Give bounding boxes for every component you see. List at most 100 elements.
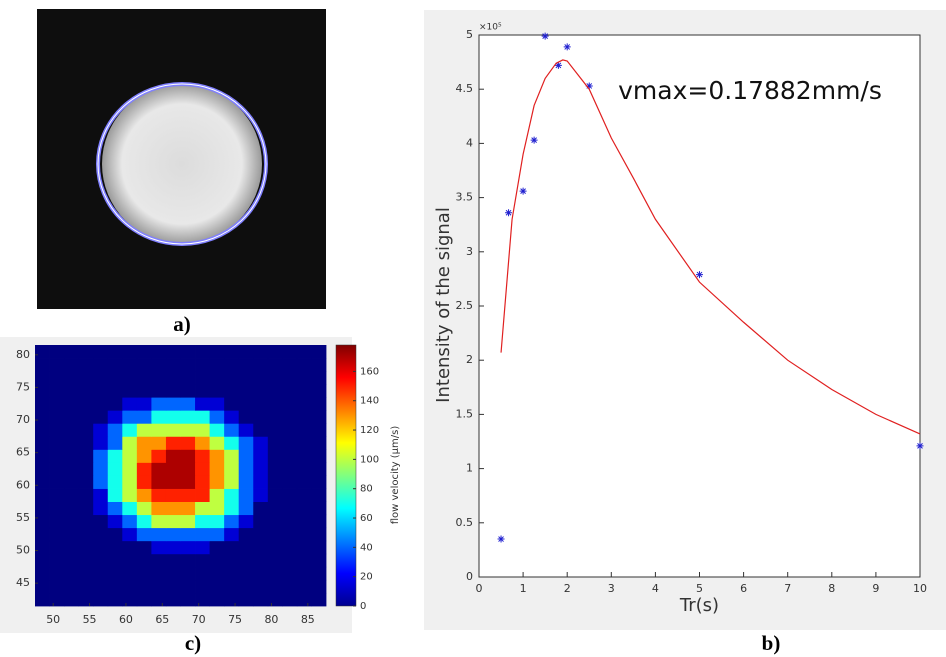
heat-cell [93, 592, 109, 607]
heat-cell [267, 436, 283, 450]
heat-cell [253, 384, 269, 398]
heat-cell [165, 475, 181, 489]
heat-cell [107, 488, 123, 502]
heat-cell [282, 410, 298, 424]
colorbar-label: flow velocity (μm/s) [390, 426, 401, 525]
heat-cell [253, 488, 269, 502]
heat-cell [224, 540, 240, 555]
heat-cell [107, 397, 123, 411]
data-point [554, 61, 562, 69]
heat-cell [151, 553, 167, 568]
heat-cell [224, 514, 240, 529]
heat-cell [49, 345, 65, 359]
data-point [563, 43, 571, 51]
heat-cell [209, 345, 225, 359]
heat-cell [151, 579, 167, 594]
heat-cell [209, 553, 225, 568]
heat-cell [224, 553, 240, 568]
heat-cell [49, 488, 65, 502]
heat-cell [151, 475, 167, 489]
heat-cell [122, 553, 138, 568]
heat-cell [267, 488, 283, 502]
x-tick-label: 8 [828, 582, 835, 595]
heat-cell [107, 345, 123, 359]
heat-cell [311, 501, 327, 516]
heat-cell [282, 540, 298, 555]
heat-cell [136, 397, 152, 411]
x-tick-label: 9 [872, 582, 879, 595]
heat-cell [122, 436, 138, 450]
x-tick-label: 4 [652, 582, 659, 595]
heat-cell [49, 384, 65, 398]
heat-cell [224, 527, 240, 542]
colorbar-tick-label: 40 [360, 542, 373, 553]
heat-cell [311, 475, 327, 489]
heat-cell [136, 579, 152, 594]
roi-outline-inner [97, 83, 267, 245]
heat-cell [93, 397, 109, 411]
heat-cell [311, 540, 327, 555]
heat-cell [195, 527, 210, 542]
heat-cell [180, 527, 196, 542]
data-point [497, 535, 505, 543]
data-point [916, 442, 924, 450]
heat-cell [122, 527, 138, 542]
heat-cell [78, 436, 94, 450]
heat-cell [64, 488, 80, 502]
heat-cell [282, 488, 298, 502]
x-tick-label: 80 [264, 613, 278, 626]
heat-cell [64, 553, 80, 568]
heat-cell [224, 436, 240, 450]
heat-cell [224, 358, 240, 372]
heat-cell [122, 475, 138, 489]
heat-cell [180, 566, 196, 581]
heat-cell [311, 371, 327, 385]
heat-cell [93, 410, 109, 424]
heat-cell [165, 514, 181, 529]
heat-cell [49, 423, 65, 437]
heat-cell [78, 475, 94, 489]
heat-cell [195, 462, 210, 476]
heat-cell [93, 384, 109, 398]
heat-cell [93, 579, 109, 594]
heat-cell [122, 397, 138, 411]
heat-cell [209, 514, 225, 529]
heat-cell [267, 449, 283, 463]
y-tick-label: 0 [466, 570, 473, 583]
heat-cell [253, 579, 269, 594]
y-tick-label: 1 [466, 462, 473, 475]
heat-cell [64, 358, 80, 372]
heat-cell [122, 449, 138, 463]
colorbar-tick-label: 140 [360, 396, 379, 407]
heat-cell [180, 449, 196, 463]
x-tick-label: 2 [564, 582, 571, 595]
plot-area [478, 34, 921, 578]
colorbar-tick-label: 80 [360, 484, 373, 495]
heat-cell [238, 579, 254, 594]
heat-cell [165, 579, 181, 594]
heat-cell [165, 592, 181, 607]
heat-cell [35, 384, 50, 398]
heat-cell [180, 592, 196, 607]
heat-cell [209, 397, 225, 411]
heat-cell [195, 488, 210, 502]
heat-cell [151, 566, 167, 581]
heat-cell [107, 540, 123, 555]
heat-cell [253, 540, 269, 555]
heat-cell [165, 501, 181, 516]
colorbar-tick-label: 120 [360, 425, 379, 436]
annotation: vmax=0.17882mm/s [618, 76, 882, 105]
heat-cell [180, 540, 196, 555]
colorbar-tick-label: 160 [360, 366, 379, 377]
heat-cell [238, 514, 254, 529]
heat-cell [122, 358, 138, 372]
heat-cell [165, 436, 181, 450]
y-tick-label: 60 [16, 478, 30, 491]
heat-cell [122, 540, 138, 555]
heat-cell [195, 553, 210, 568]
heat-cell [282, 423, 298, 437]
heat-cell [311, 566, 327, 581]
heat-cell [64, 566, 80, 581]
heat-cell [282, 371, 298, 385]
colorbar-tick-label: 20 [360, 572, 373, 583]
